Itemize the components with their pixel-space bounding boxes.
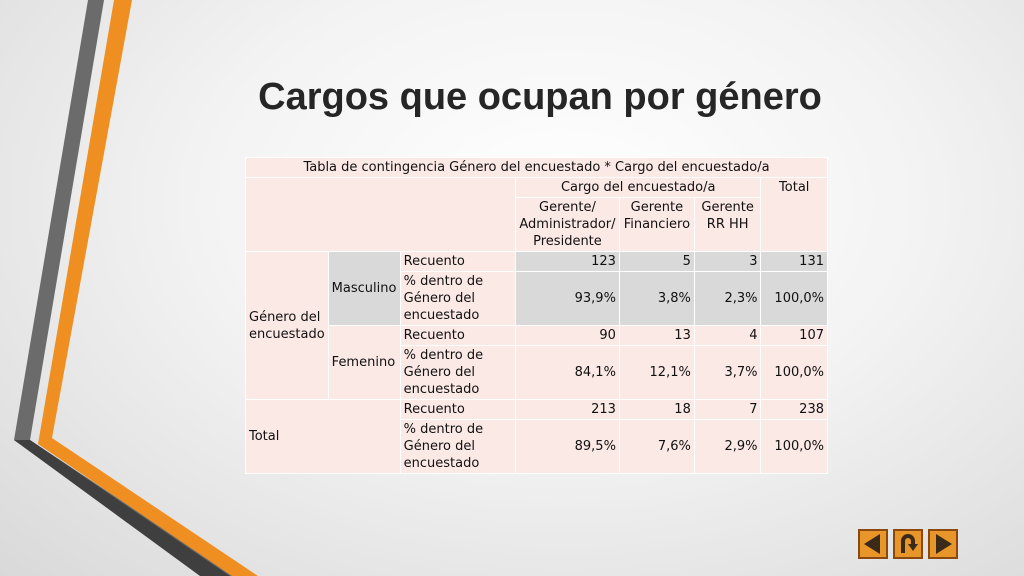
cell-value: 100,0%	[760, 271, 828, 326]
slide-title: Cargos que ocupan por género	[258, 76, 822, 118]
next-slide-button[interactable]	[928, 529, 958, 559]
row-label-total: Total	[245, 399, 401, 474]
total-col-header: Total	[760, 177, 828, 252]
col-group-header: Cargo del encuestado/a	[514, 177, 762, 198]
stat-label-pct: % dentro de Género del encuestado	[399, 419, 516, 474]
cell-value: 5	[618, 251, 695, 272]
cell-value: 18	[618, 399, 695, 420]
dark-stripe	[14, 440, 230, 576]
col-header-gerente-rrhh: Gerente RR HH	[693, 197, 762, 252]
col-header-gerente-financiero: Gerente Financiero	[618, 197, 695, 252]
gray-stripe	[14, 0, 235, 576]
cell-value: 100,0%	[760, 419, 828, 474]
prev-arrow-icon	[864, 534, 880, 554]
cell-value: 3,7%	[693, 345, 762, 400]
cell-value: 123	[514, 251, 620, 272]
cell-value: 2,9%	[693, 419, 762, 474]
row-label-femenino: Femenino	[327, 325, 401, 400]
stat-label-pct: % dentro de Género del encuestado	[399, 345, 516, 400]
cell-value: 131	[760, 251, 828, 272]
cell-value: 12,1%	[618, 345, 695, 400]
row-label-masculino: Masculino	[327, 251, 401, 326]
return-icon	[901, 534, 918, 553]
cell-value: 84,1%	[514, 345, 620, 400]
cell-value: 100,0%	[760, 345, 828, 400]
cell-value: 2,3%	[693, 271, 762, 326]
stat-label-count: Recuento	[399, 325, 516, 346]
cell-value: 89,5%	[514, 419, 620, 474]
prev-slide-button[interactable]	[858, 529, 888, 559]
contingency-table: Tabla de contingencia Género del encuest…	[245, 157, 828, 474]
stat-label-count: Recuento	[399, 399, 516, 420]
cell-value: 213	[514, 399, 620, 420]
stat-label-count: Recuento	[399, 251, 516, 272]
cell-value: 4	[693, 325, 762, 346]
orange-stripe	[38, 0, 258, 576]
cell-value: 3,8%	[618, 271, 695, 326]
empty-header-cell	[245, 177, 516, 252]
cell-value: 7	[693, 399, 762, 420]
cell-value: 90	[514, 325, 620, 346]
return-button[interactable]	[893, 529, 923, 559]
cell-value: 238	[760, 399, 828, 420]
stat-label-pct: % dentro de Género del encuestado	[399, 271, 516, 326]
cell-value: 13	[618, 325, 695, 346]
col-header-gerente-admin: Gerente/ Administrador/ Presidente	[514, 197, 620, 252]
next-arrow-icon	[936, 534, 952, 554]
cell-value: 3	[693, 251, 762, 272]
row-group-header: Género del encuestado	[245, 251, 329, 400]
table-caption: Tabla de contingencia Género del encuest…	[245, 157, 828, 178]
cell-value: 7,6%	[618, 419, 695, 474]
cell-value: 107	[760, 325, 828, 346]
cell-value: 93,9%	[514, 271, 620, 326]
